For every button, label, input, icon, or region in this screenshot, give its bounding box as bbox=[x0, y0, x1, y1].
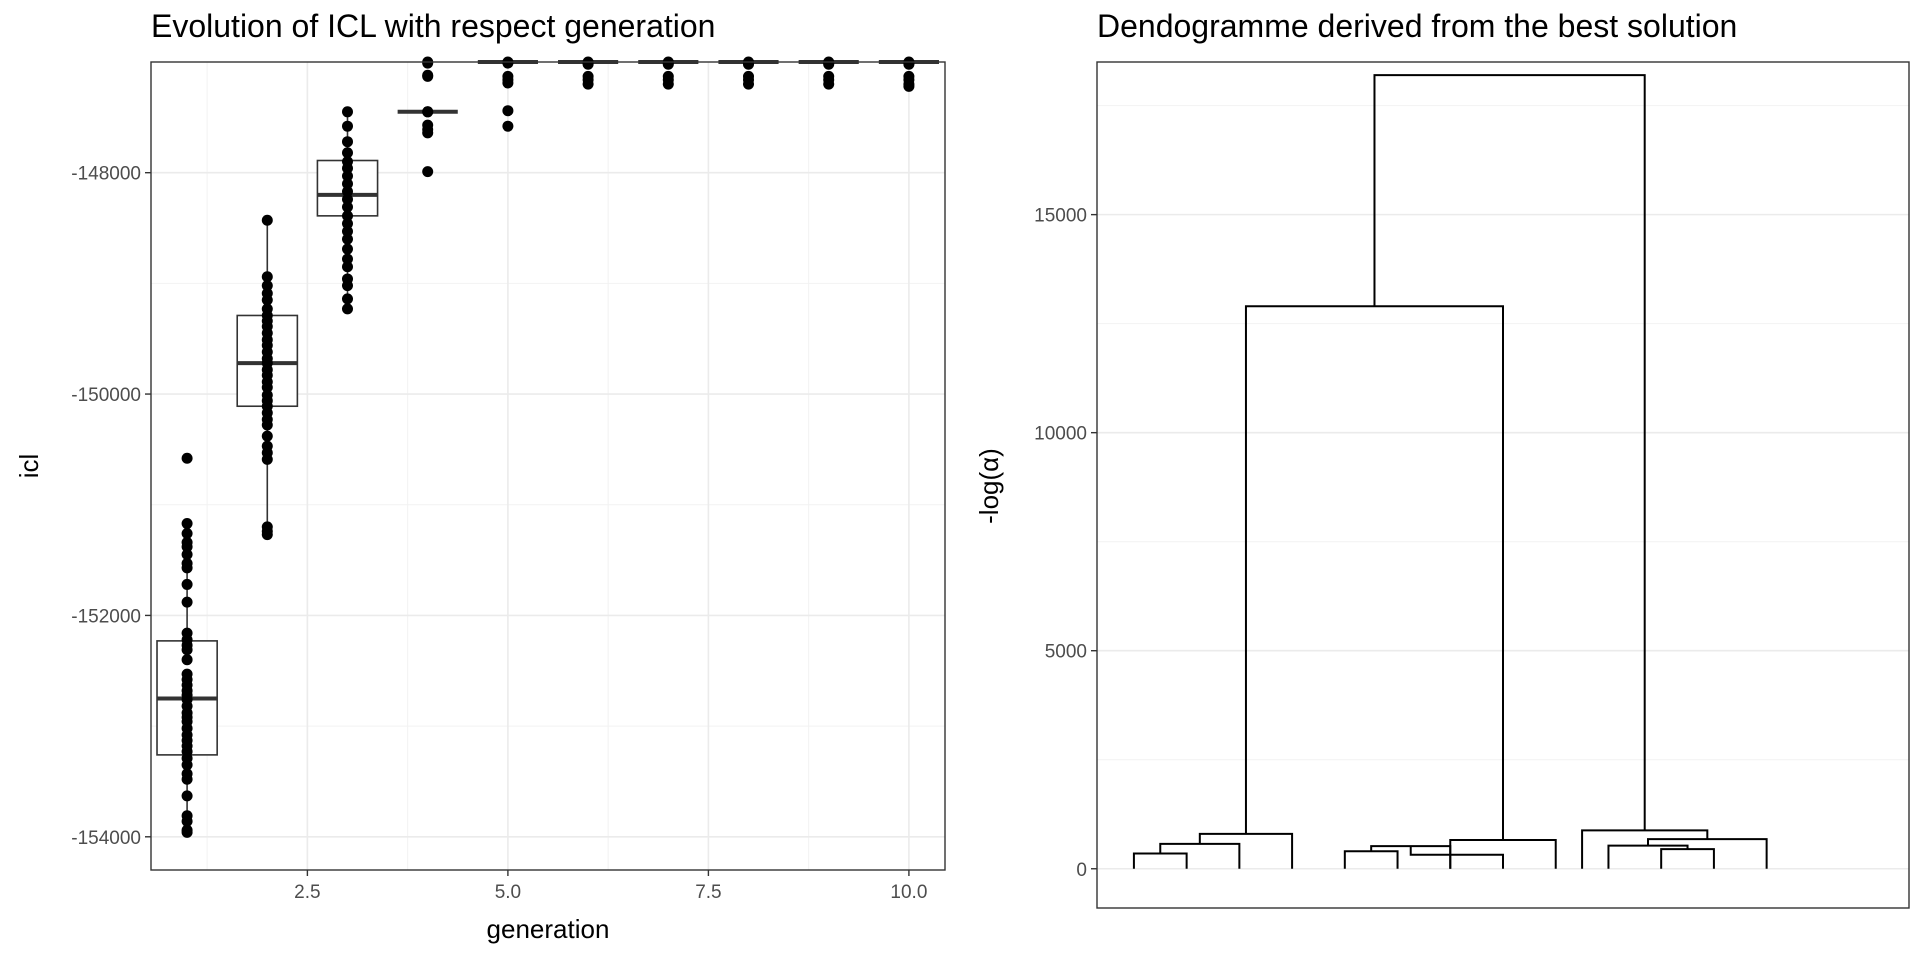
left-panel-background bbox=[151, 62, 945, 870]
data-point bbox=[341, 233, 353, 245]
left-y-axis-title: icl bbox=[14, 454, 44, 479]
data-point bbox=[341, 193, 353, 205]
data-point bbox=[502, 120, 514, 132]
data-point bbox=[502, 57, 514, 69]
data-point bbox=[662, 78, 674, 90]
left-x-axis-title: generation bbox=[487, 914, 610, 944]
y-tick-label: 10000 bbox=[1034, 424, 1087, 445]
data-point bbox=[341, 243, 353, 255]
y-tick-label: 15000 bbox=[1034, 206, 1087, 227]
data-point bbox=[181, 562, 193, 574]
data-point bbox=[181, 826, 193, 838]
y-tick-label: -150000 bbox=[71, 385, 141, 406]
data-point bbox=[181, 654, 193, 666]
dendrogram-link bbox=[1660, 848, 1715, 869]
data-point bbox=[341, 293, 353, 305]
dendrogram-link bbox=[1373, 74, 1646, 831]
data-point bbox=[823, 78, 835, 90]
data-point bbox=[422, 166, 434, 178]
dendrogram-link bbox=[1198, 832, 1294, 869]
right-plot-title: Dendogramme derived from the best soluti… bbox=[1097, 8, 1738, 44]
data-point bbox=[261, 214, 273, 226]
data-point bbox=[261, 430, 273, 442]
data-point bbox=[422, 106, 434, 118]
x-tick-label: 10.0 bbox=[890, 882, 927, 903]
data-point bbox=[261, 453, 273, 465]
data-point bbox=[341, 210, 353, 222]
right-panel-border bbox=[1096, 61, 1910, 909]
data-point bbox=[582, 58, 594, 70]
data-point bbox=[341, 218, 353, 230]
data-point bbox=[181, 518, 193, 530]
dendrogram-link bbox=[1132, 852, 1188, 869]
data-point bbox=[903, 80, 915, 92]
data-point bbox=[502, 105, 514, 117]
data-point bbox=[903, 58, 915, 70]
left-points bbox=[181, 56, 915, 838]
data-point bbox=[662, 58, 674, 70]
left-plot-title: Evolution of ICL with respect generation bbox=[151, 8, 716, 44]
x-tick-label: 7.5 bbox=[695, 882, 721, 903]
data-point bbox=[181, 644, 193, 656]
data-point bbox=[743, 58, 755, 70]
data-point bbox=[181, 541, 193, 553]
x-tick-label: 2.5 bbox=[294, 882, 320, 903]
icl-boxplot-chart: 2.5 5.0 7.5 10.0 -154000 -152000 -150000 -1480… bbox=[14, 56, 946, 944]
data-point bbox=[181, 578, 193, 590]
data-point bbox=[422, 127, 434, 139]
data-point bbox=[341, 136, 353, 148]
dendrogram-links bbox=[1132, 74, 1768, 869]
y-tick-label: -148000 bbox=[71, 164, 141, 185]
data-point bbox=[823, 58, 835, 70]
data-point bbox=[341, 201, 353, 213]
left-gridlines bbox=[151, 62, 945, 870]
data-point bbox=[341, 225, 353, 237]
data-point bbox=[181, 452, 193, 464]
data-point bbox=[341, 106, 353, 118]
data-point bbox=[261, 271, 273, 283]
data-point bbox=[181, 596, 193, 608]
data-point bbox=[341, 261, 353, 273]
data-point bbox=[181, 759, 193, 771]
data-point bbox=[181, 773, 193, 785]
data-point bbox=[422, 57, 434, 69]
data-point bbox=[341, 280, 353, 292]
y-tick-label: 5000 bbox=[1045, 642, 1087, 663]
left-panel-border bbox=[150, 61, 946, 871]
data-point bbox=[181, 528, 193, 540]
data-point bbox=[341, 186, 353, 198]
data-point bbox=[181, 790, 193, 802]
data-point bbox=[341, 253, 353, 265]
data-point bbox=[743, 78, 755, 90]
right-y-axis-title: -log(α) bbox=[974, 448, 1004, 524]
data-point bbox=[422, 70, 434, 82]
left-y-ticks: -154000 -152000 -150000 -148000 bbox=[71, 164, 151, 849]
y-tick-label: -152000 bbox=[71, 606, 141, 627]
right-y-ticks: 0 5000 10000 15000 bbox=[1034, 206, 1097, 881]
data-point bbox=[341, 162, 353, 174]
data-point bbox=[341, 178, 353, 190]
data-point bbox=[261, 294, 273, 306]
data-point bbox=[341, 147, 353, 159]
x-tick-label: 5.0 bbox=[495, 882, 521, 903]
y-tick-label: -154000 bbox=[71, 828, 141, 849]
data-point bbox=[582, 78, 594, 90]
dendrogram-chart: 0 5000 10000 15000 -log(α) bbox=[974, 61, 1910, 909]
data-point bbox=[261, 280, 273, 292]
data-point bbox=[341, 120, 353, 132]
left-x-ticks: 2.5 5.0 7.5 10.0 bbox=[294, 870, 927, 903]
data-point bbox=[341, 303, 353, 315]
data-point bbox=[261, 381, 273, 393]
data-point bbox=[502, 77, 514, 89]
data-point bbox=[181, 549, 193, 561]
data-point bbox=[341, 170, 353, 182]
dendrogram-link bbox=[1409, 846, 1504, 869]
data-point bbox=[181, 815, 193, 827]
dendrogram-link bbox=[1159, 842, 1241, 869]
data-point bbox=[261, 419, 273, 431]
y-tick-label: 0 bbox=[1076, 860, 1087, 881]
data-point bbox=[261, 529, 273, 541]
